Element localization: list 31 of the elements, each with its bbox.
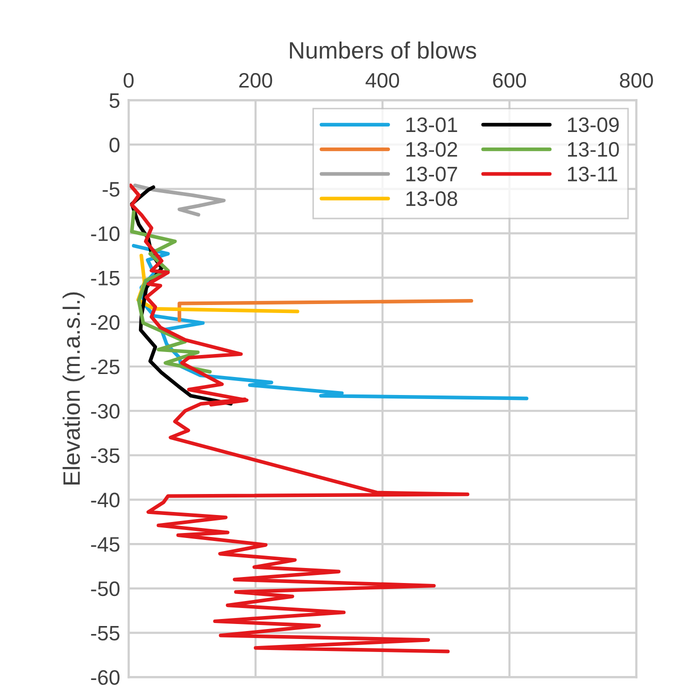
y-tick-label: 5 — [110, 93, 120, 108]
legend-label: 13-08 — [406, 191, 458, 206]
legend-label: 13-01 — [406, 117, 458, 132]
y-tick-label: -30 — [91, 404, 120, 419]
y-tick-label: -45 — [91, 537, 120, 552]
legend-label: 13-02 — [406, 142, 458, 157]
x-tick-label: 600 — [493, 72, 526, 88]
y-tick-label: 0 — [110, 138, 120, 152]
y-tick-label: -40 — [91, 492, 120, 508]
y-tick-label: -60 — [91, 670, 120, 685]
x-tick-label: 200 — [239, 72, 272, 88]
line-series — [133, 184, 226, 217]
x-axis-title: Numbers of blows — [290, 41, 476, 59]
legend-label: 13-09 — [568, 117, 619, 132]
legend-label: 13-10 — [568, 142, 619, 157]
y-tick-label: -25 — [91, 359, 120, 374]
y-tick-label: -5 — [102, 182, 120, 197]
x-tick-label: 800 — [620, 72, 653, 88]
x-tick-label: 0 — [124, 72, 134, 88]
legend-label: 13-11 — [568, 166, 618, 182]
line-series — [128, 184, 470, 654]
y-tick-label: -15 — [91, 270, 120, 286]
y-axis-title: Elevation (m.a.s.l.) — [62, 292, 85, 484]
legend-label: 13-07 — [406, 166, 458, 182]
y-tick-label: -50 — [91, 581, 120, 596]
line-series — [130, 210, 212, 374]
x-tick-label: 400 — [366, 72, 400, 88]
y-tick-label: -10 — [91, 226, 120, 242]
y-tick-label: -20 — [91, 315, 120, 330]
y-tick-label: -55 — [91, 626, 120, 641]
y-tick-label: -35 — [91, 448, 120, 464]
